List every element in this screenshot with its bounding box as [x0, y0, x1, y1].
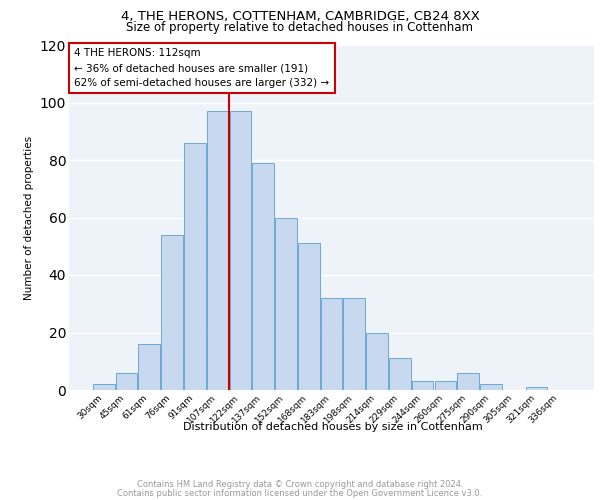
- Bar: [389, 358, 410, 390]
- Bar: [93, 384, 115, 390]
- Bar: [139, 344, 160, 390]
- Text: Distribution of detached houses by size in Cottenham: Distribution of detached houses by size …: [183, 422, 483, 432]
- Bar: [320, 298, 343, 390]
- Bar: [116, 373, 137, 390]
- Bar: [343, 298, 365, 390]
- Bar: [526, 387, 547, 390]
- Bar: [457, 373, 479, 390]
- Text: 4 THE HERONS: 112sqm
← 36% of detached houses are smaller (191)
62% of semi-deta: 4 THE HERONS: 112sqm ← 36% of detached h…: [74, 48, 329, 88]
- Bar: [480, 384, 502, 390]
- Text: Size of property relative to detached houses in Cottenham: Size of property relative to detached ho…: [127, 21, 473, 34]
- Y-axis label: Number of detached properties: Number of detached properties: [24, 136, 34, 300]
- Bar: [207, 111, 229, 390]
- Bar: [184, 143, 206, 390]
- Bar: [253, 163, 274, 390]
- Bar: [298, 244, 320, 390]
- Bar: [412, 382, 433, 390]
- Text: 4, THE HERONS, COTTENHAM, CAMBRIDGE, CB24 8XX: 4, THE HERONS, COTTENHAM, CAMBRIDGE, CB2…: [121, 10, 479, 23]
- Bar: [434, 382, 456, 390]
- Text: Contains public sector information licensed under the Open Government Licence v3: Contains public sector information licen…: [118, 488, 482, 498]
- Bar: [230, 111, 251, 390]
- Bar: [275, 218, 297, 390]
- Text: Contains HM Land Registry data © Crown copyright and database right 2024.: Contains HM Land Registry data © Crown c…: [137, 480, 463, 489]
- Bar: [161, 235, 183, 390]
- Bar: [366, 332, 388, 390]
